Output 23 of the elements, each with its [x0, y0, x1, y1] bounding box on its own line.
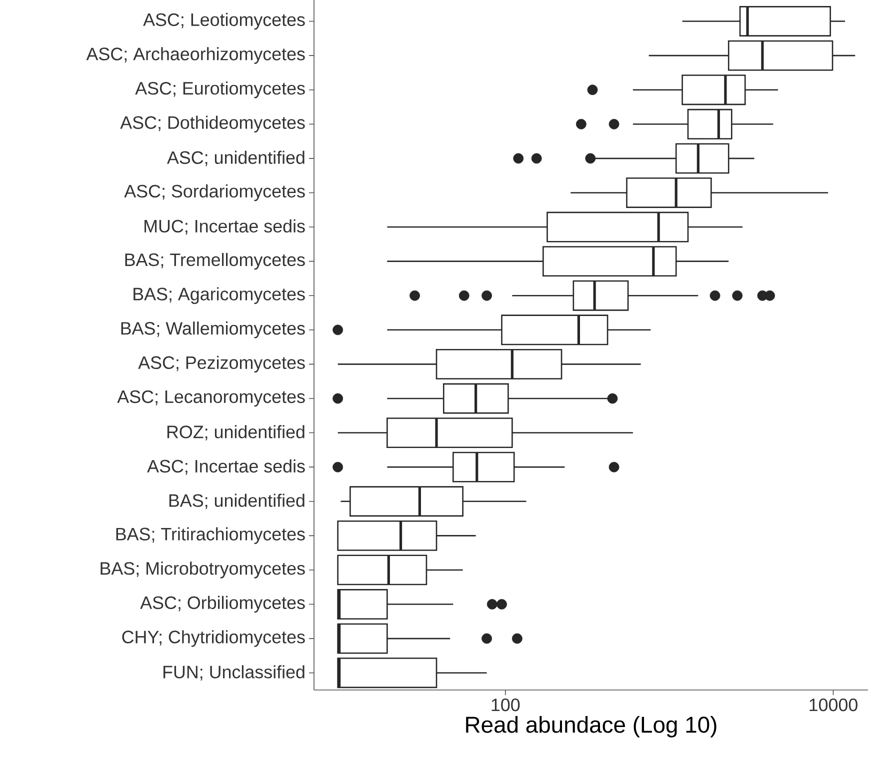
y-tick-label: BAS; Tritirachiomycetes: [116, 527, 305, 544]
y-tick-label: ASC; Eurotiomycetes: [135, 81, 305, 98]
y-tick-label: BAS; Wallemiomycetes: [121, 322, 305, 338]
y-tick-label: ASC; Dothideomycetes: [120, 116, 305, 132]
y-tick-label: ASC; Leotiomycetes: [143, 12, 305, 30]
y-tick-label: BAS; Agaricomycetes: [134, 287, 305, 304]
y-tick-label: BAS; Tremellomycetes: [125, 252, 305, 270]
y-tick-label: ROZ; unidentified: [167, 425, 304, 440]
y-tick-label: CHY; Chytridiomycetes: [122, 630, 305, 647]
x-axis-title: Read abundace (Log 10): [466, 716, 716, 738]
y-tick-label: ASC; Orbiliomycetes: [140, 596, 305, 613]
x-tick-label: 10000: [810, 698, 858, 712]
y-tick-label: ASC; Lecanoromycetes: [117, 390, 305, 407]
y-tick-label: MUC; Incertae sedis: [144, 219, 305, 235]
y-tick-label: ASC; Incertae sedis: [147, 459, 305, 475]
y-tick-label: BAS; Microbotryomycetes: [100, 562, 305, 578]
x-tick-label: 100: [492, 698, 520, 712]
y-tick-label: ASC; Pezizomycetes: [138, 356, 305, 373]
y-tick-label: BAS; unidentified: [169, 494, 304, 510]
y-tick-label: ASC; Archaeorhizomycetes: [86, 47, 305, 64]
y-tick-label: ASC; Sordariomycetes: [124, 184, 305, 202]
y-tick-label: ASC; unidentified: [166, 150, 304, 166]
y-tick-label: FUN; Unclassified: [163, 665, 304, 680]
